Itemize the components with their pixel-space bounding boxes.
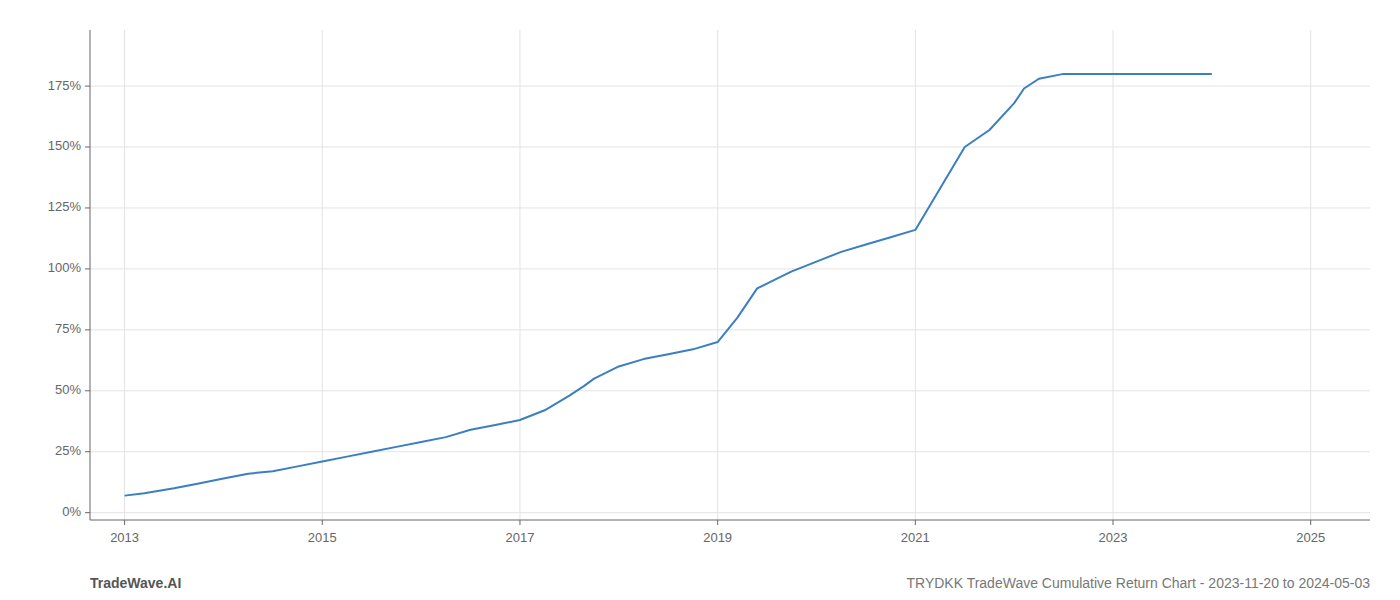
chart: 0% 25% 50% 75% 100% 125% 150% 175% 2013 2015 2017 2… [0,0,1400,600]
y-axis-line [90,30,91,520]
grid-line [915,30,916,520]
grid [90,30,1370,520]
tick-mark [85,512,90,513]
chart-container: 0% 25% 50% 75% 100% 125% 150% 175% 2013 2015 2017 2… [0,0,1400,600]
grid-line [90,329,1370,330]
tick-mark [85,329,90,330]
tick-mark [85,451,90,452]
plot-area [125,74,1212,496]
x-axis-line [90,520,1370,521]
tick-label: 75% [55,321,81,336]
tick-label: 100% [48,260,82,275]
grid-line [90,268,1370,269]
tick-mark [322,520,323,525]
grid-line [90,451,1370,452]
tick-mark [85,207,90,208]
tick-label: 175% [48,78,82,93]
grid-line [90,512,1370,513]
grid-line [519,30,520,520]
tick-mark [519,520,520,525]
tick-mark [85,268,90,269]
tick-label: 0% [62,504,81,519]
tick-mark [85,147,90,148]
footer-text: TradeWave.AI [90,575,181,591]
grid-line [322,30,323,520]
tick-label: 25% [55,443,81,458]
tick-mark [717,520,718,525]
title: TRYDKK TradeWave Cumulative Return Chart… [906,575,1370,591]
axes: 0% 25% 50% 75% 100% 125% 150% 175% 2013 2015 2017 2… [48,30,1370,545]
tick-mark [1113,520,1114,525]
tick-label: 2023 [1099,530,1128,545]
tick-label: 50% [55,382,81,397]
tick-mark [915,520,916,525]
grid-line [90,390,1370,391]
tick-mark [124,520,125,525]
tick-label: 2025 [1296,530,1325,545]
tick-label: 2017 [506,530,535,545]
grid-line [717,30,718,520]
tick-mark [85,86,90,87]
tick-label: 150% [48,138,82,153]
grid-line [1113,30,1114,520]
tick-mark [1310,520,1311,525]
tick-label: 125% [48,199,82,214]
tick-label: 2015 [308,530,337,545]
tick-label: 2021 [901,530,930,545]
tick-mark [85,390,90,391]
grid-line [124,30,125,520]
tick-label: 2013 [110,530,139,545]
tick-label: 2019 [703,530,732,545]
data-line [125,74,1212,496]
grid-line [90,86,1370,87]
grid-line [90,147,1370,148]
grid-line [1310,30,1311,520]
grid-line [90,207,1370,208]
